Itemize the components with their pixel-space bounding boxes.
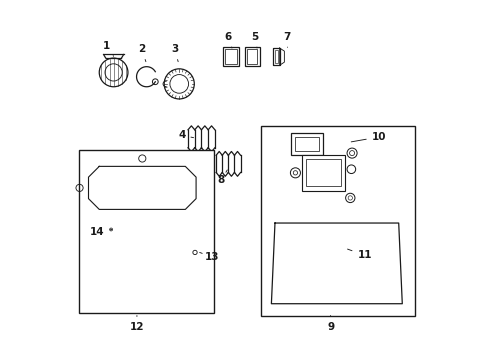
Bar <box>224 49 237 64</box>
Bar <box>291 134 323 155</box>
Polygon shape <box>279 48 284 65</box>
Bar <box>79 149 214 313</box>
Bar <box>244 47 259 66</box>
Bar <box>260 126 414 316</box>
Bar <box>247 49 257 64</box>
Text: 1: 1 <box>102 41 113 56</box>
Bar <box>294 137 319 151</box>
Bar <box>222 47 239 66</box>
Text: 13: 13 <box>199 252 219 262</box>
Polygon shape <box>271 223 402 304</box>
Text: 4: 4 <box>178 130 193 140</box>
Text: 3: 3 <box>171 44 178 62</box>
Text: 5: 5 <box>251 32 258 48</box>
Text: 10: 10 <box>350 132 386 142</box>
Text: 12: 12 <box>129 316 144 332</box>
Text: 11: 11 <box>347 249 371 260</box>
Text: 8: 8 <box>217 170 227 185</box>
Bar <box>273 48 279 65</box>
Bar <box>273 48 279 65</box>
Bar <box>274 50 277 63</box>
Polygon shape <box>88 166 196 210</box>
Text: 6: 6 <box>224 32 231 48</box>
Text: 2: 2 <box>138 44 145 62</box>
Text: 14: 14 <box>90 227 112 237</box>
Bar <box>301 155 344 191</box>
Text: 9: 9 <box>326 316 333 332</box>
Bar <box>305 159 340 186</box>
Text: 7: 7 <box>283 32 290 47</box>
